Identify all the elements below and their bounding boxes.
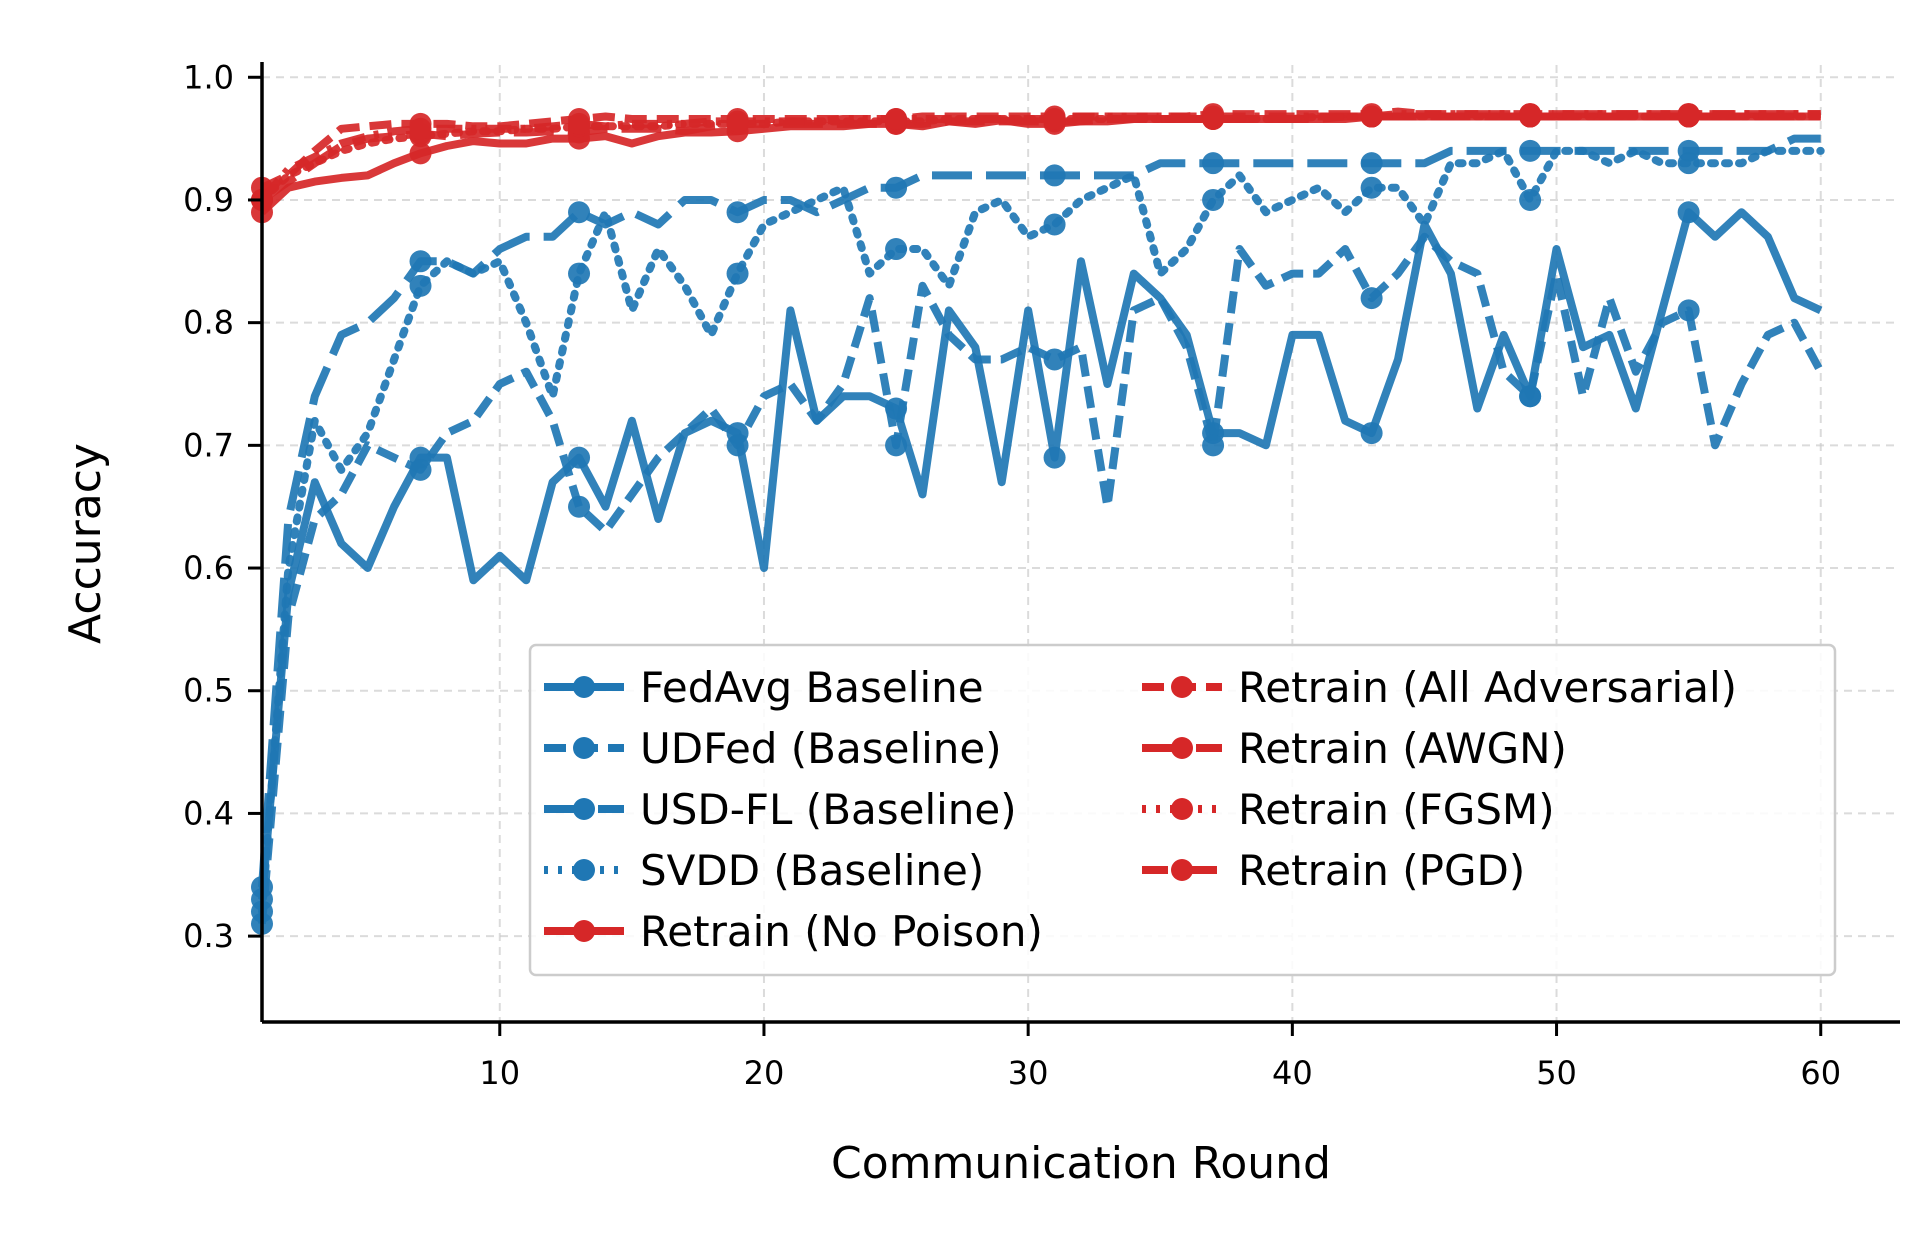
data-point (1677, 201, 1700, 224)
data-point (885, 434, 908, 457)
data-point (1043, 446, 1066, 469)
legend-marker (1171, 798, 1193, 820)
data-point (1202, 105, 1225, 128)
data-point (409, 458, 432, 481)
legend-item: Retrain (No Poison) (544, 907, 1043, 956)
axes: 10 20 30 40 50 60 0.3 0.4 0.5 0.6 0.7 0.8 0.9 1.0 (183, 58, 1900, 1092)
data-point (1519, 385, 1542, 408)
legend-label: Retrain (PGD) (1238, 846, 1525, 895)
legend-label: UDFed (Baseline) (640, 724, 1002, 773)
y-tick-label: 1.0 (183, 58, 234, 96)
legend-label: SVDD (Baseline) (640, 846, 984, 895)
legend: FedAvg Baseline UDFed (Baseline) USD-FL (B… (528, 643, 1837, 977)
series-line (258, 146, 1825, 916)
series-line (258, 232, 1825, 925)
data-point (409, 274, 432, 297)
data-point (885, 238, 908, 261)
legend-item: Retrain (AWGN) (1142, 724, 1567, 773)
legend-marker (573, 798, 595, 820)
legend-label: FedAvg Baseline (640, 663, 984, 712)
data-point (1360, 105, 1383, 128)
data-point (1360, 152, 1383, 175)
data-point (1677, 152, 1700, 175)
series-line (258, 110, 1821, 203)
data-point (1043, 213, 1066, 236)
data-point (885, 176, 908, 199)
y-axis-label: Accuracy (60, 443, 111, 644)
series-line (258, 208, 1823, 900)
data-point (409, 142, 432, 165)
data-point (1202, 434, 1225, 457)
y-tick-label: 0.9 (183, 181, 234, 219)
legend-marker (1171, 859, 1193, 881)
data-point (1677, 299, 1700, 322)
data-point (568, 495, 591, 518)
data-point (568, 112, 591, 135)
data-point (726, 434, 749, 457)
legend-item: USD-FL (Baseline) (544, 785, 1017, 834)
legend-marker (1171, 676, 1193, 698)
data-point (1519, 188, 1542, 211)
legend-marker (573, 737, 595, 759)
legend-marker (573, 676, 595, 698)
legend-label: Retrain (No Poison) (640, 907, 1043, 956)
legend-label: Retrain (AWGN) (1238, 724, 1567, 773)
legend-marker (1171, 737, 1193, 759)
data-point (568, 262, 591, 285)
x-tick-label: 30 (1008, 1054, 1049, 1092)
data-point (1360, 287, 1383, 310)
data-point (1519, 103, 1542, 126)
x-tick-label: 40 (1272, 1054, 1313, 1092)
data-point (726, 201, 749, 224)
y-tick-label: 0.5 (183, 672, 234, 710)
series-line (258, 134, 1821, 888)
data-point (1360, 422, 1383, 445)
legend-item: FedAvg Baseline (544, 663, 984, 712)
x-tick-label: 60 (1800, 1054, 1841, 1092)
legend-label: Retrain (All Adversarial) (1238, 663, 1737, 712)
legend-item: UDFed (Baseline) (544, 724, 1002, 773)
data-point (726, 110, 749, 133)
data-point (1043, 164, 1066, 187)
data-point (1677, 103, 1700, 126)
legend-label: Retrain (FGSM) (1238, 785, 1555, 834)
legend-label: USD-FL (Baseline) (640, 785, 1017, 834)
legend-item: Retrain (PGD) (1142, 846, 1525, 895)
data-point (568, 446, 591, 469)
data-point (1519, 139, 1542, 162)
y-tick-label: 0.8 (183, 304, 234, 342)
data-point (1202, 188, 1225, 211)
data-point (1043, 107, 1066, 130)
y-tick-label: 0.6 (183, 549, 234, 587)
y-tick-label: 0.7 (183, 426, 234, 464)
data-point (409, 250, 432, 273)
data-point (726, 262, 749, 285)
data-point (409, 117, 432, 140)
legend-item: Retrain (All Adversarial) (1142, 663, 1737, 712)
y-tick-label: 0.4 (183, 794, 234, 832)
data-point (1043, 348, 1066, 371)
data-point (1202, 152, 1225, 175)
legend-marker (573, 859, 595, 881)
series-lines (251, 103, 1825, 935)
x-tick-label: 10 (479, 1054, 520, 1092)
legend-item: SVDD (Baseline) (544, 846, 984, 895)
legend-marker (573, 920, 595, 942)
data-point (1360, 176, 1383, 199)
x-tick-label: 20 (744, 1054, 785, 1092)
series-svdd-baseline (251, 146, 1825, 923)
data-point (568, 201, 591, 224)
x-tick-label: 50 (1536, 1054, 1577, 1092)
y-tick-label: 0.3 (183, 917, 234, 955)
x-axis-label: Communication Round (831, 1138, 1331, 1189)
legend-item: Retrain (FGSM) (1142, 785, 1555, 834)
data-point (885, 107, 908, 130)
